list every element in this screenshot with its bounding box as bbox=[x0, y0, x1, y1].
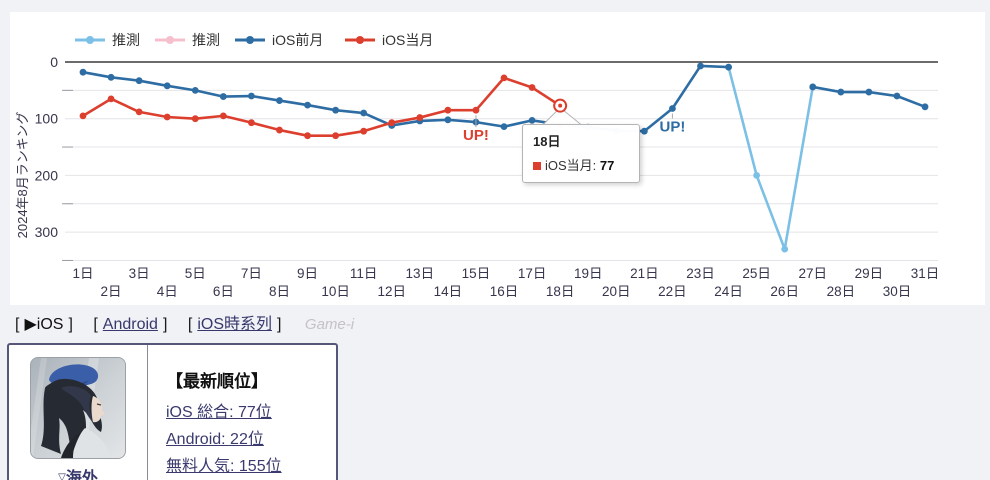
svg-text:0: 0 bbox=[50, 54, 58, 70]
card-rank-column: 【最新順位】 iOS 総合: 77位 Android: 22位 無料人気: 15… bbox=[148, 345, 336, 480]
svg-text:10日: 10日 bbox=[321, 284, 350, 299]
latest-rank-heading: 【最新順位】 bbox=[166, 372, 268, 391]
grid-lines bbox=[62, 89, 938, 261]
svg-text:13日: 13日 bbox=[406, 266, 435, 281]
svg-text:iOS当月: iOS当月 bbox=[382, 32, 433, 48]
latest-rank-card: ▽海外 【最新順位】 iOS 総合: 77位 Android: 22位 無料人気… bbox=[7, 343, 338, 480]
svg-text:22日: 22日 bbox=[658, 284, 687, 299]
svg-text:iOS前月: iOS前月 bbox=[272, 32, 323, 48]
annotation-up-label: UP! bbox=[463, 115, 489, 144]
svg-text:17日: 17日 bbox=[518, 266, 547, 281]
android-rank-link[interactable]: Android: 22位 bbox=[166, 431, 264, 448]
svg-text:31日: 31日 bbox=[911, 266, 940, 281]
svg-text:20日: 20日 bbox=[602, 284, 631, 299]
ios-overall-rank-link[interactable]: iOS 総合: 77位 bbox=[166, 404, 272, 421]
svg-text:14日: 14日 bbox=[434, 284, 463, 299]
svg-text:21日: 21日 bbox=[630, 266, 659, 281]
svg-text:6日: 6日 bbox=[213, 284, 234, 299]
chart-tooltip: 18日 iOS当月: 77 bbox=[522, 124, 640, 183]
free-popularity-rank-link[interactable]: 無料人気: 155位 bbox=[166, 458, 282, 475]
series-estimate bbox=[725, 63, 817, 253]
ranking-chart-canvas: 0 100 200 300 2024年8月ランキング 1日 2日 3日 4日 5日 6日 7日 8日 9日… bbox=[10, 12, 985, 305]
svg-text:推測: 推測 bbox=[192, 32, 220, 48]
svg-text:11日: 11日 bbox=[350, 266, 378, 281]
tooltip-value: 77 bbox=[599, 158, 615, 173]
svg-text:29日: 29日 bbox=[855, 266, 884, 281]
svg-text:7日: 7日 bbox=[241, 266, 262, 281]
overseas-link[interactable]: ▽海外 bbox=[58, 464, 98, 480]
tab-ios-timeseries: [iOS時系列] bbox=[187, 316, 282, 333]
chart-source-links: [▶iOS] [Android] [iOS時系列] Game-i bbox=[10, 310, 354, 336]
android-link[interactable]: Android bbox=[102, 316, 158, 333]
overseas-label: 海外 bbox=[65, 470, 98, 480]
series-previous-month bbox=[79, 62, 929, 135]
svg-text:3日: 3日 bbox=[129, 266, 150, 281]
svg-text:19日: 19日 bbox=[574, 266, 603, 281]
tooltip-title: 18日 bbox=[533, 134, 561, 149]
series-current-month bbox=[79, 74, 564, 140]
svg-text:27日: 27日 bbox=[799, 266, 828, 281]
svg-text:24日: 24日 bbox=[714, 284, 743, 299]
svg-text:4日: 4日 bbox=[157, 284, 178, 299]
legend-item-1[interactable]: 推測 bbox=[155, 32, 220, 48]
tab-ios-label: ▶iOS bbox=[24, 316, 64, 333]
svg-text:15日: 15日 bbox=[462, 266, 491, 281]
svg-text:100: 100 bbox=[35, 111, 59, 127]
svg-text:推測: 推測 bbox=[112, 32, 140, 48]
svg-text:5日: 5日 bbox=[185, 266, 206, 281]
character-portrait-image bbox=[31, 358, 125, 458]
svg-text:28日: 28日 bbox=[827, 284, 856, 299]
svg-text:26日: 26日 bbox=[770, 284, 799, 299]
svg-text:18日: 18日 bbox=[546, 284, 575, 299]
svg-text:12日: 12日 bbox=[377, 284, 406, 299]
svg-text:8日: 8日 bbox=[269, 284, 290, 299]
tooltip-series-label: iOS当月: bbox=[545, 158, 600, 173]
svg-text:30日: 30日 bbox=[883, 284, 912, 299]
game-i-watermark: Game-i bbox=[304, 316, 355, 333]
ranking-line-chart: 0 100 200 300 2024年8月ランキング 1日 2日 3日 4日 5日 6日 7日 8日 9日… bbox=[15, 32, 939, 299]
svg-text:23日: 23日 bbox=[686, 266, 715, 281]
annotation-up-label: UP! bbox=[660, 113, 686, 135]
svg-text:9日: 9日 bbox=[297, 266, 318, 281]
highlighted-point[interactable] bbox=[553, 98, 568, 113]
svg-text:300: 300 bbox=[35, 224, 59, 240]
legend-item-0[interactable]: 推測 bbox=[75, 32, 140, 48]
svg-text:1日: 1日 bbox=[72, 266, 93, 281]
triangle-marker: ▽ bbox=[58, 472, 66, 480]
svg-text:25日: 25日 bbox=[742, 266, 771, 281]
svg-text:UP!: UP! bbox=[463, 127, 489, 144]
card-image-column: ▽海外 bbox=[9, 345, 148, 480]
tab-ios: [▶iOS] bbox=[15, 316, 73, 333]
game-thumbnail[interactable] bbox=[30, 357, 126, 459]
svg-text:16日: 16日 bbox=[490, 284, 519, 299]
svg-text:UP!: UP! bbox=[660, 118, 686, 135]
y-axis-tick-labels: 0 100 200 300 bbox=[35, 54, 59, 240]
svg-text:200: 200 bbox=[35, 167, 59, 183]
tab-android: [Android] bbox=[93, 316, 168, 333]
ios-timeseries-link[interactable]: iOS時系列 bbox=[197, 316, 272, 333]
legend-item-2[interactable]: iOS前月 bbox=[235, 32, 323, 48]
legend-item-3[interactable]: iOS当月 bbox=[345, 32, 433, 48]
tooltip-row: iOS当月: 77 bbox=[533, 155, 629, 174]
tooltip-series-swatch bbox=[533, 162, 541, 170]
y-axis-title: 2024年8月ランキング bbox=[15, 112, 30, 239]
svg-text:2日: 2日 bbox=[101, 284, 122, 299]
